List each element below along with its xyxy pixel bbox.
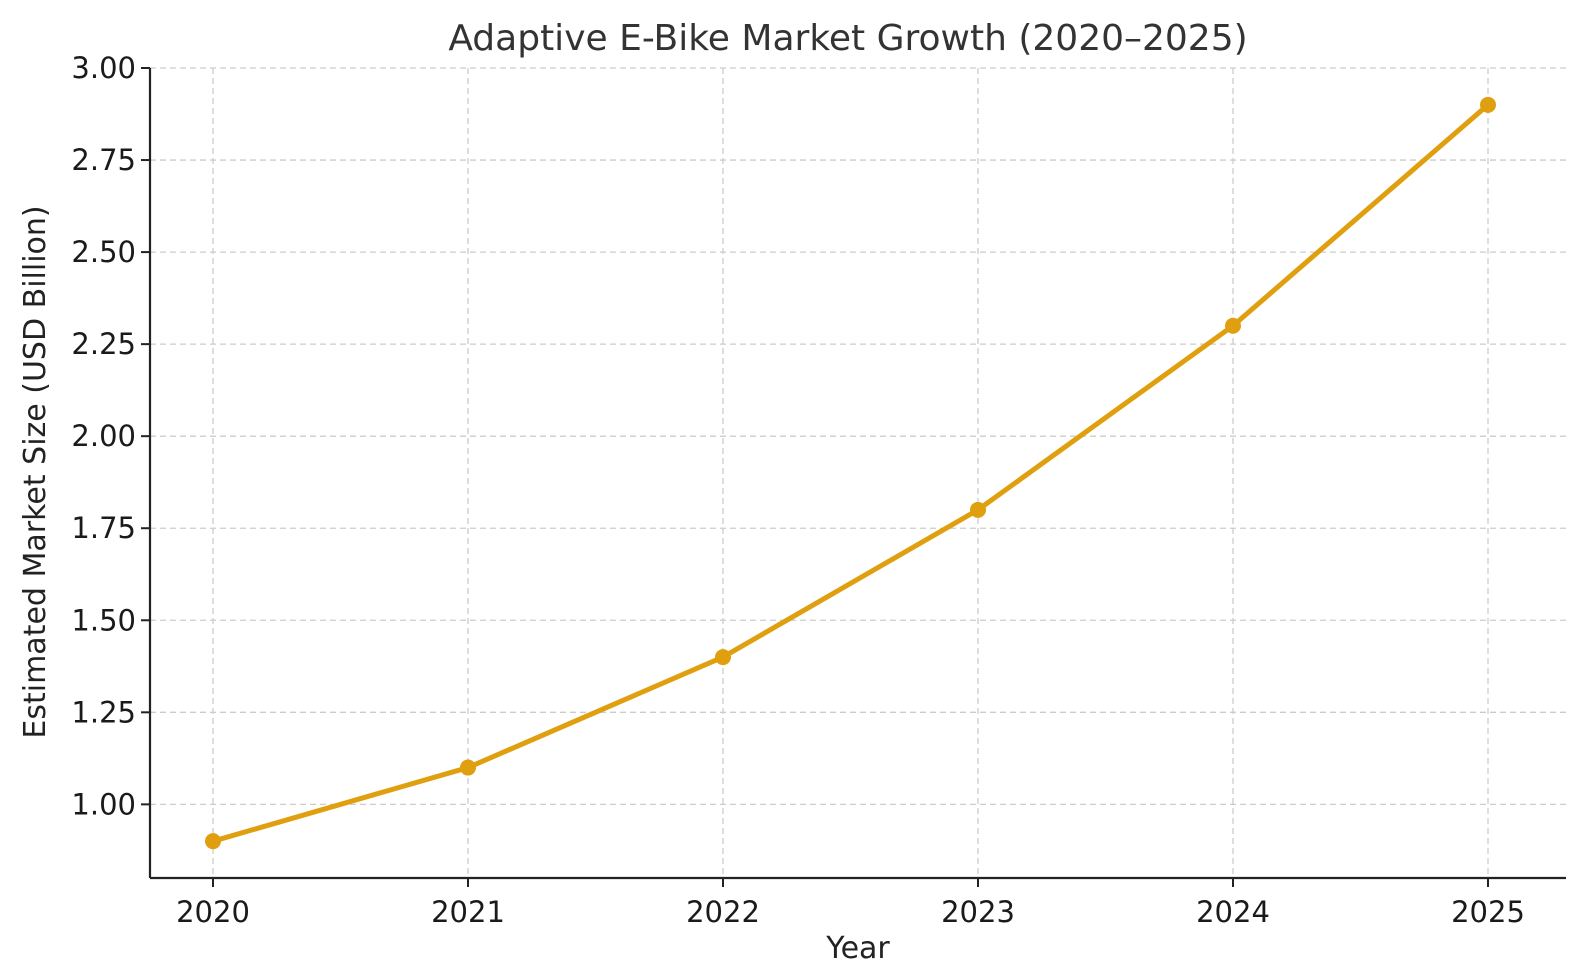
x-tick-label: 2024	[1196, 895, 1270, 929]
chart-title: Adaptive E-Bike Market Growth (2020–2025…	[448, 18, 1247, 59]
x-tick-label: 2020	[176, 895, 250, 929]
series	[205, 96, 1496, 850]
y-tick-label: 2.50	[71, 235, 136, 269]
y-tick-label: 1.25	[71, 695, 136, 729]
y-tick-label: 1.75	[71, 511, 136, 545]
x-tick-label: 2021	[431, 895, 505, 929]
data-point	[460, 759, 476, 776]
grid	[150, 67, 1566, 878]
series-line	[210, 102, 1491, 844]
x-tick-label: 2023	[941, 895, 1015, 929]
x-ticks: 2020 2021 2022 2023 2024 2025	[176, 878, 1525, 929]
y-tick-label: 2.00	[71, 419, 136, 453]
axes	[148, 68, 1566, 880]
data-point	[970, 501, 986, 518]
y-ticks: 1.00 1.25 1.50 1.75 2.00 2.25 2.50 2.75 3.00	[71, 51, 150, 821]
data-point	[205, 833, 221, 850]
data-point	[715, 649, 731, 666]
x-tick-label: 2022	[686, 895, 760, 929]
y-tick-label: 3.00	[71, 51, 136, 85]
y-axis-label: Estimated Market Size (USD Billion)	[18, 205, 53, 738]
y-tick-label: 1.50	[71, 603, 136, 637]
y-tick-label: 2.25	[71, 327, 136, 361]
y-tick-label: 2.75	[71, 143, 136, 177]
data-point	[1480, 96, 1496, 113]
x-tick-label: 2025	[1451, 895, 1525, 929]
x-axis-label: Year	[825, 931, 890, 966]
y-tick-label: 1.00	[71, 787, 136, 821]
data-point	[1225, 317, 1241, 334]
